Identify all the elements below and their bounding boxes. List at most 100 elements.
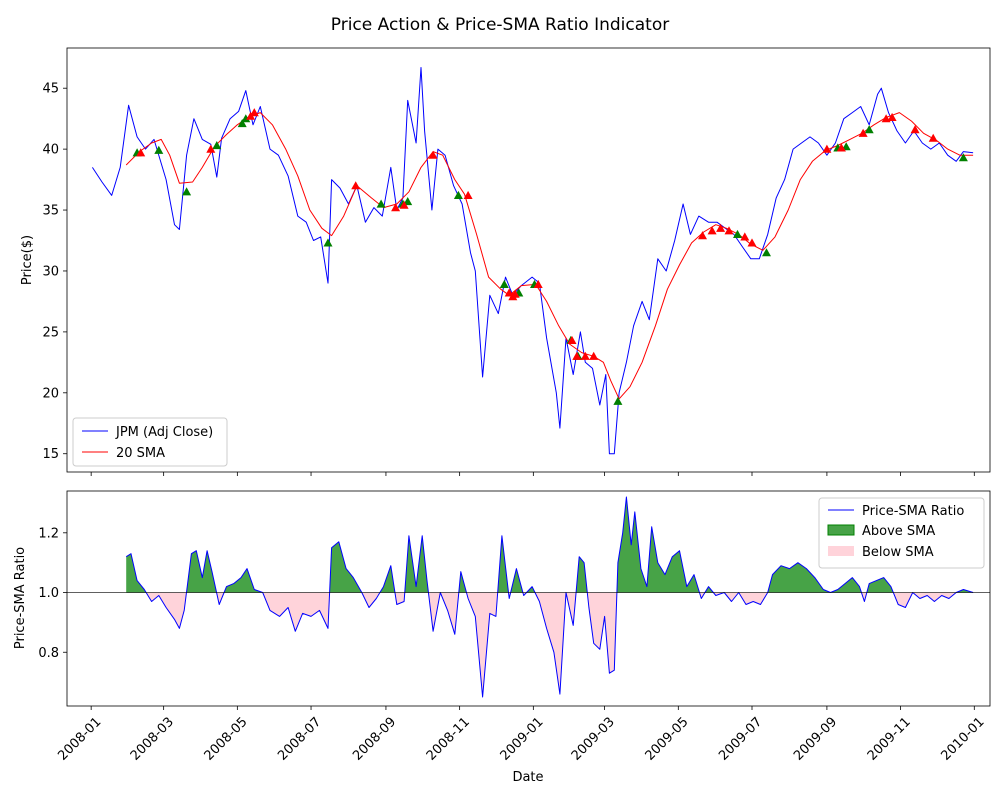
legend-label-above: Above SMA <box>862 524 935 539</box>
buy-marker-17 <box>733 229 742 238</box>
buy-marker-10 <box>453 190 463 199</box>
price-marker-layer <box>132 108 968 405</box>
above-sma-fill-0 <box>126 553 147 593</box>
ratio-fill-layer <box>126 497 974 697</box>
above-sma-fill-28 <box>704 586 714 593</box>
buy-marker-7 <box>376 199 386 208</box>
buy-marker-4 <box>237 119 247 128</box>
legend-swatch-below <box>828 546 854 556</box>
price-y-tick-label-20: 20 <box>42 386 59 401</box>
series-line-jpm-adj-close <box>91 67 974 455</box>
sell-marker-18 <box>707 226 717 235</box>
sell-marker-27 <box>887 112 897 121</box>
above-sma-fill-8 <box>379 565 395 593</box>
ratio-y-tick-label-0.8: 0.8 <box>38 646 59 661</box>
below-sma-fill-1 <box>146 592 187 629</box>
sell-marker-23 <box>822 144 832 153</box>
sell-marker-3 <box>249 108 259 117</box>
price-x-ticks <box>90 472 975 476</box>
above-sma-fill-16 <box>497 535 509 593</box>
buy-marker-9 <box>403 197 413 206</box>
buy-marker-5 <box>241 114 251 123</box>
legend-label-ratio: Price-SMA Ratio <box>862 504 964 519</box>
below-sma-fill-9 <box>395 592 405 605</box>
sell-marker-16 <box>589 351 599 360</box>
sell-marker-8 <box>463 190 473 199</box>
price-y-tick-label-45: 45 <box>42 82 59 97</box>
sell-marker-21 <box>740 232 750 241</box>
legend-label-jpm: JPM (Adj Close) <box>115 425 213 440</box>
ratio-y-tick-label-1.2: 1.2 <box>38 526 59 541</box>
sell-marker-14 <box>572 351 582 360</box>
sell-marker-25 <box>858 128 868 137</box>
buy-marker-18 <box>762 248 771 257</box>
price-y-axis: 15 20 25 30 35 40 45 <box>42 82 67 462</box>
sell-marker-12 <box>533 279 543 288</box>
series-line-price-sma-ratio <box>125 496 974 698</box>
ratio-legend-box <box>818 497 985 569</box>
above-sma-fill-20 <box>526 586 535 593</box>
sell-marker-1 <box>206 144 216 153</box>
price-legend: JPM (Adj Close) 20 SMA <box>72 417 228 467</box>
ratio-series-layer <box>125 496 974 698</box>
sell-marker-4 <box>351 181 361 190</box>
sell-marker-6 <box>399 200 409 209</box>
below-sma-fill-35 <box>861 592 867 602</box>
ratio-panel: 0.81.01.2 2008-01 2008-03 2008-05 2008-07 20… <box>13 490 991 785</box>
below-sma-fill-31 <box>724 592 739 602</box>
sell-marker-9 <box>504 288 514 297</box>
sell-marker-22 <box>747 238 757 247</box>
sell-marker-19 <box>716 223 726 232</box>
below-sma-fill-15 <box>466 592 498 697</box>
below-sma-fill-33 <box>738 592 768 605</box>
legend-label-below: Below SMA <box>862 545 934 560</box>
price-plot-area <box>67 48 990 472</box>
price-plot-frame <box>66 47 991 473</box>
below-sma-fill-11 <box>428 592 441 632</box>
buy-marker-11 <box>499 279 509 288</box>
price-y-tick-label-15: 15 <box>42 447 59 462</box>
sell-marker-20 <box>724 226 734 235</box>
sell-marker-13 <box>567 335 577 344</box>
above-sma-fill-26 <box>616 497 700 593</box>
price-y-tick-label-40: 40 <box>42 143 59 158</box>
sell-marker-5 <box>391 203 401 212</box>
price-y-tick-label-30: 30 <box>42 264 59 279</box>
buy-marker-1 <box>154 145 164 154</box>
sell-marker-24 <box>836 143 846 152</box>
ratio-y-tick-label-1: 1.0 <box>38 586 59 601</box>
below-sma-fill-21 <box>535 592 566 695</box>
buy-marker-3 <box>212 141 222 150</box>
sell-marker-7 <box>428 150 438 159</box>
legend-swatch-above <box>827 524 855 536</box>
sell-marker-17 <box>698 231 707 240</box>
below-sma-fill-3 <box>216 592 225 605</box>
sell-marker-0 <box>136 148 146 157</box>
price-legend-box <box>72 417 228 467</box>
legend-label-sma: 20 SMA <box>116 446 165 461</box>
sell-marker-28 <box>910 125 920 134</box>
above-sma-fill-40 <box>956 589 974 593</box>
price-panel: 15 20 25 30 35 40 45 Price($) JPM (Adj Close) … <box>20 47 991 476</box>
ratio-legend: Price-SMA Ratio Above SMA Below SMA <box>818 497 985 569</box>
buy-marker-21 <box>864 125 874 134</box>
ratio-y-label: Price-SMA Ratio <box>13 547 28 649</box>
sell-marker-11 <box>510 289 520 298</box>
price-y-label: Price($) <box>20 235 35 285</box>
price-y-tick-label-25: 25 <box>42 325 59 340</box>
above-sma-fill-36 <box>866 577 894 593</box>
ratio-y-axis: 0.8 1.0 1.2 <box>38 526 67 661</box>
buy-marker-6 <box>323 238 333 247</box>
ratio-plot-frame <box>66 490 991 707</box>
below-sma-fill-5 <box>262 592 330 632</box>
buy-marker-2 <box>182 187 192 196</box>
sell-marker-15 <box>580 351 590 360</box>
buy-marker-16 <box>613 396 623 405</box>
chart-title: Price Action & Price-SMA Ratio Indicator <box>331 15 669 35</box>
sell-marker-29 <box>928 133 938 142</box>
buy-marker-22 <box>958 153 968 162</box>
price-y-tick-label-35: 35 <box>42 204 59 219</box>
below-sma-fill-7 <box>361 592 380 608</box>
x-axis-label: Date <box>512 770 543 785</box>
